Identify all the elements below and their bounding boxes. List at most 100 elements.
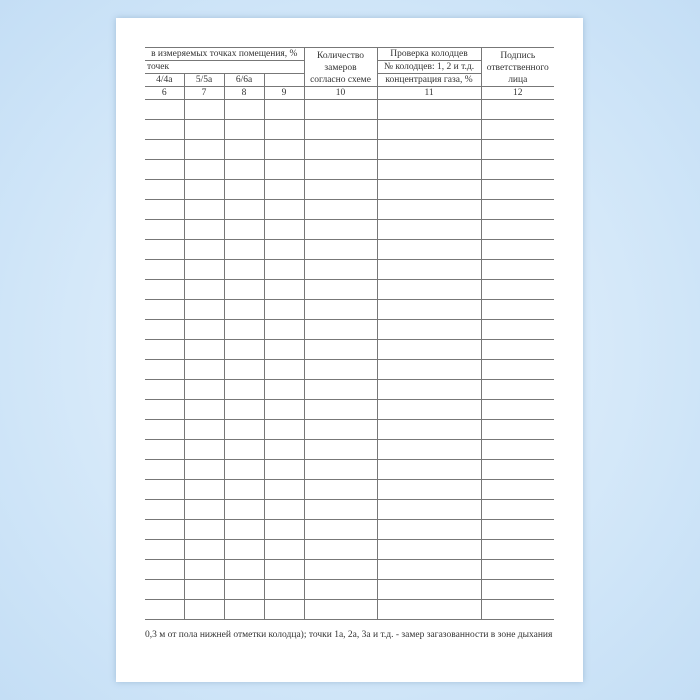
empty-cell[interactable] — [145, 199, 185, 220]
empty-cell[interactable] — [223, 359, 265, 380]
empty-cell[interactable] — [263, 479, 305, 500]
empty-cell[interactable] — [183, 239, 225, 260]
empty-cell[interactable] — [480, 119, 555, 140]
empty-cell[interactable] — [223, 219, 265, 240]
empty-cell[interactable] — [223, 499, 265, 520]
empty-cell[interactable] — [263, 599, 305, 620]
empty-cell[interactable] — [480, 99, 555, 120]
empty-cell[interactable] — [145, 579, 185, 600]
empty-cell[interactable] — [303, 579, 378, 600]
empty-cell[interactable] — [145, 279, 185, 300]
empty-cell[interactable] — [145, 519, 185, 540]
empty-cell[interactable] — [480, 559, 555, 580]
empty-cell[interactable] — [223, 539, 265, 560]
empty-cell[interactable] — [376, 459, 482, 480]
empty-cell[interactable] — [376, 319, 482, 340]
empty-cell[interactable] — [223, 259, 265, 280]
empty-cell[interactable] — [376, 119, 482, 140]
empty-cell[interactable] — [263, 579, 305, 600]
empty-cell[interactable] — [183, 319, 225, 340]
empty-cell[interactable] — [263, 99, 305, 120]
empty-cell[interactable] — [263, 159, 305, 180]
empty-cell[interactable] — [303, 559, 378, 580]
empty-cell[interactable] — [376, 599, 482, 620]
empty-cell[interactable] — [183, 519, 225, 540]
empty-cell[interactable] — [303, 379, 378, 400]
empty-cell[interactable] — [183, 119, 225, 140]
empty-cell[interactable] — [263, 459, 305, 480]
empty-cell[interactable] — [480, 259, 555, 280]
empty-cell[interactable] — [480, 159, 555, 180]
empty-cell[interactable] — [263, 399, 305, 420]
empty-cell[interactable] — [145, 299, 185, 320]
empty-cell[interactable] — [145, 419, 185, 440]
empty-cell[interactable] — [303, 359, 378, 380]
empty-cell[interactable] — [263, 239, 305, 260]
empty-cell[interactable] — [183, 179, 225, 200]
empty-cell[interactable] — [183, 219, 225, 240]
empty-cell[interactable] — [480, 239, 555, 260]
empty-cell[interactable] — [480, 339, 555, 360]
empty-cell[interactable] — [303, 399, 378, 420]
empty-cell[interactable] — [263, 419, 305, 440]
empty-cell[interactable] — [145, 539, 185, 560]
empty-cell[interactable] — [263, 299, 305, 320]
empty-cell[interactable] — [480, 439, 555, 460]
empty-cell[interactable] — [480, 459, 555, 480]
empty-cell[interactable] — [145, 499, 185, 520]
empty-cell[interactable] — [223, 399, 265, 420]
empty-cell[interactable] — [145, 159, 185, 180]
empty-cell[interactable] — [480, 479, 555, 500]
empty-cell[interactable] — [480, 179, 555, 200]
empty-cell[interactable] — [376, 239, 482, 260]
empty-cell[interactable] — [183, 599, 225, 620]
empty-cell[interactable] — [376, 539, 482, 560]
empty-cell[interactable] — [183, 579, 225, 600]
empty-cell[interactable] — [223, 139, 265, 160]
empty-cell[interactable] — [223, 379, 265, 400]
empty-cell[interactable] — [303, 199, 378, 220]
empty-cell[interactable] — [223, 459, 265, 480]
empty-cell[interactable] — [145, 99, 185, 120]
empty-cell[interactable] — [376, 399, 482, 420]
empty-cell[interactable] — [263, 359, 305, 380]
empty-cell[interactable] — [376, 279, 482, 300]
empty-cell[interactable] — [263, 539, 305, 560]
empty-cell[interactable] — [223, 299, 265, 320]
empty-cell[interactable] — [303, 299, 378, 320]
empty-cell[interactable] — [303, 139, 378, 160]
empty-cell[interactable] — [376, 299, 482, 320]
empty-cell[interactable] — [183, 99, 225, 120]
empty-cell[interactable] — [223, 419, 265, 440]
empty-cell[interactable] — [263, 139, 305, 160]
empty-cell[interactable] — [263, 519, 305, 540]
empty-cell[interactable] — [263, 219, 305, 240]
empty-cell[interactable] — [263, 119, 305, 140]
empty-cell[interactable] — [263, 199, 305, 220]
empty-cell[interactable] — [376, 579, 482, 600]
empty-cell[interactable] — [183, 199, 225, 220]
empty-cell[interactable] — [183, 159, 225, 180]
empty-cell[interactable] — [303, 259, 378, 280]
empty-cell[interactable] — [480, 419, 555, 440]
empty-cell[interactable] — [223, 339, 265, 360]
empty-cell[interactable] — [303, 159, 378, 180]
empty-cell[interactable] — [303, 219, 378, 240]
empty-cell[interactable] — [303, 459, 378, 480]
empty-cell[interactable] — [376, 379, 482, 400]
empty-cell[interactable] — [480, 499, 555, 520]
empty-cell[interactable] — [183, 479, 225, 500]
empty-cell[interactable] — [376, 499, 482, 520]
empty-cell[interactable] — [376, 559, 482, 580]
empty-cell[interactable] — [145, 119, 185, 140]
empty-cell[interactable] — [145, 559, 185, 580]
empty-cell[interactable] — [145, 139, 185, 160]
empty-cell[interactable] — [480, 319, 555, 340]
empty-cell[interactable] — [480, 299, 555, 320]
empty-cell[interactable] — [145, 459, 185, 480]
empty-cell[interactable] — [263, 179, 305, 200]
empty-cell[interactable] — [223, 159, 265, 180]
empty-cell[interactable] — [480, 399, 555, 420]
empty-cell[interactable] — [183, 259, 225, 280]
empty-cell[interactable] — [183, 379, 225, 400]
